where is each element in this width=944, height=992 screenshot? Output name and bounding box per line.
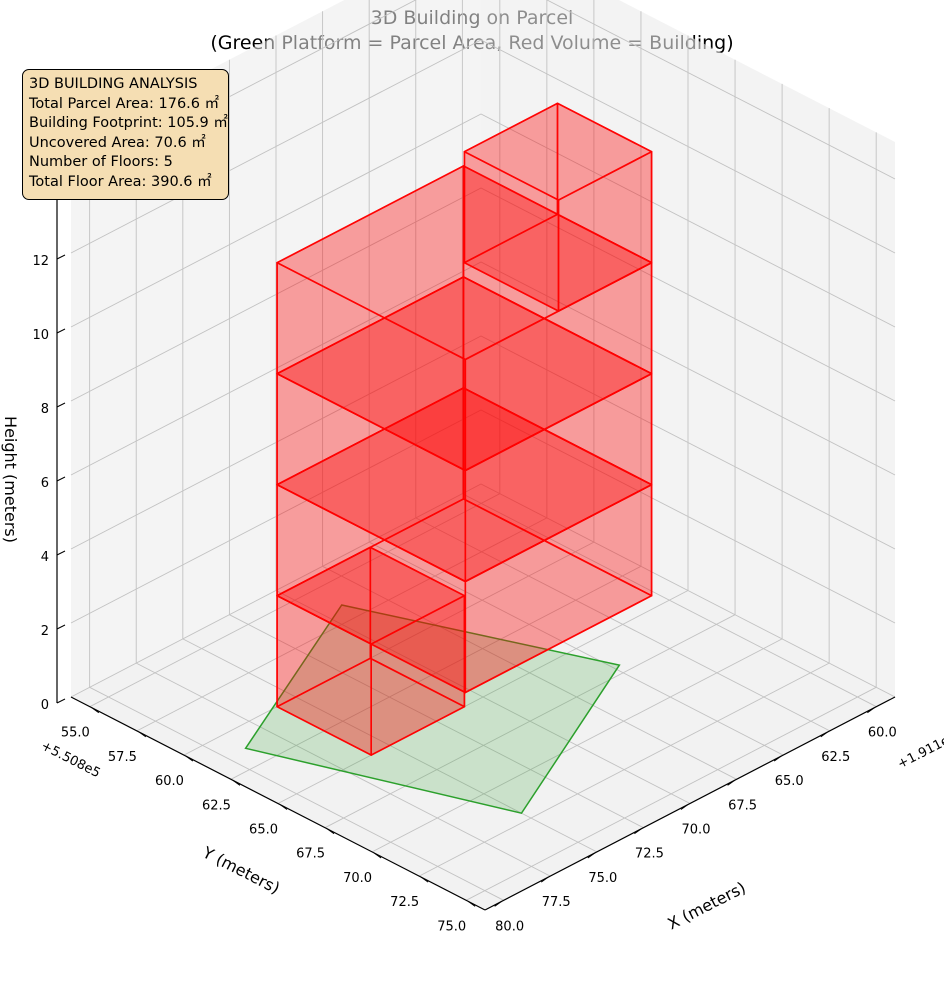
y-gridline-floor — [418, 662, 830, 877]
y-gridline-floor — [277, 590, 689, 804]
z-tick-label: 12 — [32, 254, 49, 269]
x-tick-label: 72.5 — [635, 847, 664, 862]
y-tick-label: 60.0 — [155, 774, 184, 789]
y-tick-label: 55.0 — [61, 726, 90, 741]
z-gridline — [70, 335, 896, 550]
z-tick-mark — [56, 476, 66, 482]
x-tick-label: 60.0 — [868, 726, 897, 741]
grid-lines — [70, 0, 896, 901]
y-tick-mark — [232, 779, 241, 786]
y-gridline-floor — [324, 614, 736, 829]
x-tick-mark — [634, 828, 642, 835]
z-tick-label: 2 — [41, 624, 49, 639]
z-tick-mark — [56, 624, 66, 630]
z-tick-mark — [56, 402, 66, 408]
x-tick-label: 77.5 — [542, 895, 571, 910]
z-tick-label: 0 — [41, 698, 49, 713]
y-gridline-floor — [371, 638, 783, 853]
info-building-footprint: Building Footprint: 105.9 ㎡ — [29, 115, 228, 132]
analysis-info-box: 3D BUILDING ANALYSIS Total Parcel Area: … — [22, 69, 229, 200]
x-tick-mark — [773, 755, 782, 762]
z-gridline — [70, 113, 896, 328]
info-total-parcel-area: Total Parcel Area: 176.6 ㎡ — [29, 95, 220, 112]
x-tick-label: 80.0 — [495, 919, 524, 934]
z-tick-mark — [56, 698, 66, 704]
x-tick-label: 65.0 — [775, 774, 804, 789]
y-tick-label: 65.0 — [249, 823, 278, 838]
y-gridline-floor — [89, 493, 501, 708]
y-tick-mark — [185, 755, 194, 762]
x-offset-label: +1.911e5 — [895, 730, 944, 773]
z-tick-mark — [56, 254, 66, 260]
y-tick-mark — [420, 876, 429, 883]
y-tick-label: 62.5 — [202, 798, 231, 813]
y-gridline-floor — [183, 541, 595, 756]
z-gridline — [70, 483, 896, 698]
z-tick-mark — [56, 550, 66, 556]
y-tick-mark — [373, 852, 382, 859]
y-gridline-floor — [230, 565, 642, 780]
x-tick-label: 75.0 — [588, 871, 617, 886]
z-tick-label: 8 — [41, 402, 49, 417]
y-tick-mark — [326, 828, 335, 835]
info-uncovered-area: Uncovered Area: 70.6 ㎡ — [29, 134, 206, 151]
z-tick-label: 10 — [32, 328, 49, 343]
x-tick-mark — [727, 779, 735, 786]
x-tick-mark — [820, 731, 829, 738]
y-tick-mark — [467, 900, 476, 907]
y-tick-mark — [279, 804, 288, 810]
z-axis-label: Height (meters) — [1, 416, 20, 543]
y-tick-label: 57.5 — [108, 750, 137, 765]
y-offset-label: +5.508e5 — [38, 739, 102, 782]
x-tick-label: 67.5 — [728, 798, 757, 813]
z-tick-label: 4 — [41, 550, 49, 565]
x-tick-mark — [540, 876, 549, 883]
info-number-of-floors: Number of Floors: 5 — [29, 154, 173, 171]
z-gridline — [70, 261, 896, 476]
x-tick-mark — [587, 852, 596, 859]
x-tick-mark — [680, 804, 689, 810]
building-layer — [276, 102, 653, 756]
y-tick-label: 70.0 — [343, 871, 372, 886]
x-tick-mark — [494, 900, 502, 907]
z-gridline — [70, 187, 896, 402]
y-tick-label: 75.0 — [437, 919, 466, 934]
z-gridline — [70, 409, 896, 624]
z-tick-label: 6 — [41, 476, 49, 491]
y-axis-label: Y (meters) — [199, 842, 283, 897]
floor-face-top — [463, 102, 653, 201]
info-heading: 3D BUILDING ANALYSIS — [29, 76, 198, 92]
x-axis-label: X (meters) — [664, 878, 748, 934]
x-tick-mark — [867, 707, 875, 714]
y-tick-label: 72.5 — [390, 895, 419, 910]
x-tick-label: 70.0 — [682, 823, 711, 838]
y-gridline-floor — [465, 686, 877, 901]
z-tick-mark — [56, 328, 66, 334]
y-tick-mark — [91, 707, 100, 714]
y-tick-mark — [138, 731, 147, 738]
y-tick-label: 67.5 — [296, 847, 325, 862]
info-total-floor-area: Total Floor Area: 390.6 ㎡ — [29, 173, 212, 190]
building-floor — [463, 102, 653, 312]
y-gridline-floor — [136, 517, 548, 732]
x-tick-label: 62.5 — [821, 750, 850, 765]
